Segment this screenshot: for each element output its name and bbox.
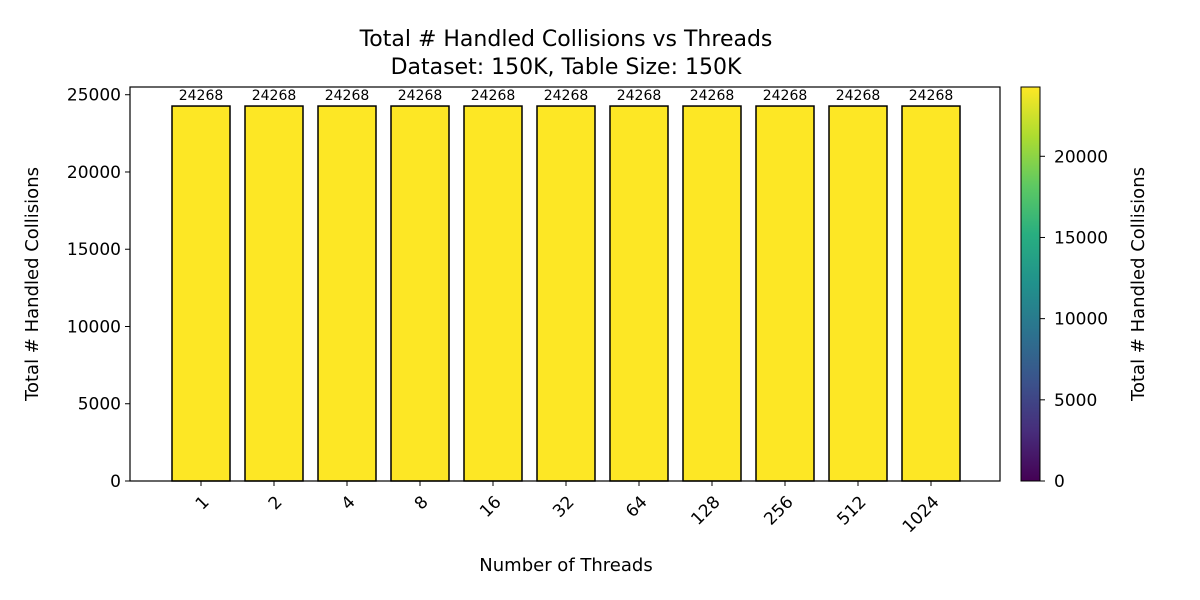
x-tick-label-512: 512 [833,492,870,529]
x-tick-label-4: 4 [338,492,360,514]
colorbar-tick-label-10000: 10000 [1054,310,1108,330]
data-label-32: 24268 [544,88,589,104]
x-tick-label-16: 16 [476,492,505,521]
bars-group [171,105,961,482]
x-tick-label-1: 1 [192,492,214,514]
bar-512 [828,105,888,482]
colorbar-ticks: 0 5000 10000 15000 20000 [1040,147,1108,492]
y-tick-label-0: 0 [110,472,121,492]
data-label-256: 24268 [763,88,808,104]
y-tick-label-10000: 10000 [67,317,121,337]
chart-subtitle: Dataset: 150K, Table Size: 150K [391,55,742,80]
data-label-4: 24268 [325,88,370,104]
y-axis-label: Total # Handled Collisions [22,167,43,402]
colorbar [1020,86,1041,482]
bar-4 [317,105,377,482]
x-axis-ticks: 1 2 4 8 16 32 64 128 256 512 1024 [192,481,944,537]
bar-128 [682,105,742,482]
x-tick-label-32: 32 [549,492,578,521]
y-tick-label-5000: 5000 [78,395,121,415]
data-label-64: 24268 [617,88,662,104]
data-label-16: 24268 [471,88,516,104]
data-label-8: 24268 [398,88,443,104]
bar-256 [755,105,815,482]
x-tick-label-8: 8 [411,492,433,514]
x-tick-label-128: 128 [687,492,724,529]
bar-2 [244,105,304,482]
data-label-512: 24268 [836,88,881,104]
chart-title: Total # Handled Collisions vs Threads [359,27,773,52]
plot-area-frame [129,86,1001,482]
bar-8 [390,105,450,482]
x-axis-label: Number of Threads [479,555,652,576]
bar-1024 [901,105,961,482]
x-tick-label-1024: 1024 [899,492,944,537]
x-tick-label-2: 2 [265,492,287,514]
data-label-2: 24268 [252,88,297,104]
data-labels-group: 24268 24268 24268 24268 24268 24268 24268 24268… [179,88,954,104]
y-tick-label-25000: 25000 [67,86,121,106]
colorbar-tick-label-5000: 5000 [1054,391,1097,411]
y-tick-label-20000: 20000 [67,163,121,183]
y-axis-ticks: 0 5000 10000 15000 20000 25000 [67,86,130,492]
data-label-128: 24268 [690,88,735,104]
colorbar-tick-label-20000: 20000 [1054,147,1108,167]
y-tick-label-15000: 15000 [67,240,121,260]
bar-32 [536,105,596,482]
colorbar-tick-label-15000: 15000 [1054,228,1108,248]
data-label-1: 24268 [179,88,224,104]
bar-1 [171,105,231,482]
data-label-1024: 24268 [909,88,954,104]
x-tick-label-256: 256 [760,492,797,529]
bar-16 [463,105,523,482]
colorbar-tick-label-0: 0 [1054,472,1065,492]
x-tick-label-64: 64 [622,492,651,521]
bar-64 [609,105,669,482]
colorbar-label: Total # Handled Collisions [1128,167,1149,402]
